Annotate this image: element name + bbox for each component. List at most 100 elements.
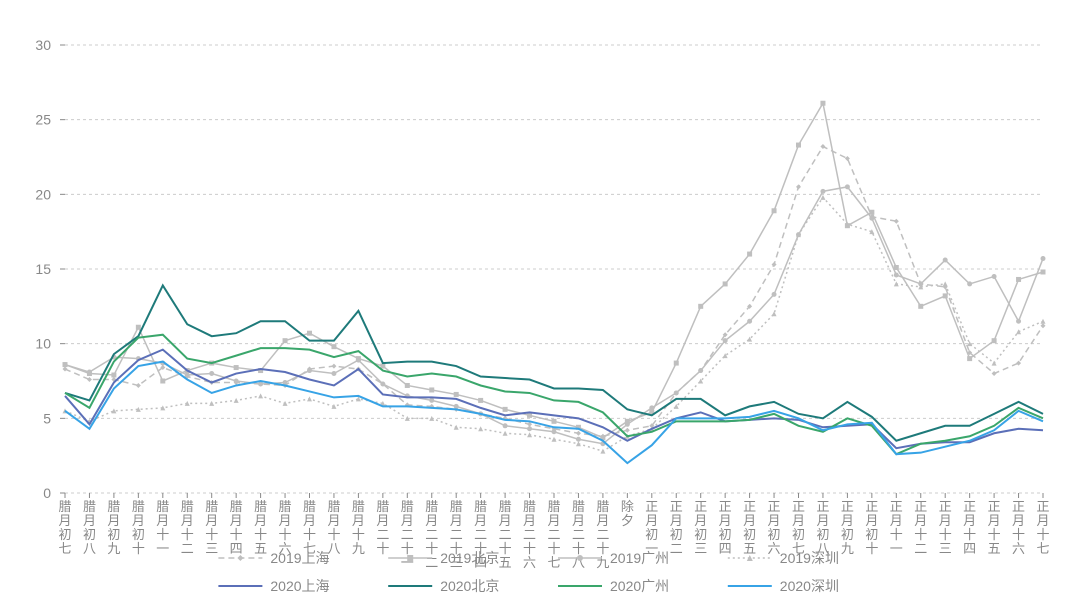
svg-text:腊: 腊 [474, 499, 487, 514]
svg-text:十: 十 [230, 527, 243, 542]
svg-text:腊: 腊 [58, 499, 71, 514]
svg-text:十: 十 [890, 527, 903, 542]
svg-text:初: 初 [645, 527, 658, 542]
svg-text:20: 20 [35, 186, 51, 202]
svg-text:正: 正 [963, 499, 976, 514]
svg-text:月: 月 [719, 513, 732, 528]
svg-text:六: 六 [523, 555, 536, 570]
svg-text:腊: 腊 [596, 499, 609, 514]
svg-text:二: 二 [450, 527, 463, 542]
svg-text:初: 初 [83, 527, 96, 542]
svg-text:腊: 腊 [352, 499, 365, 514]
svg-text:腊: 腊 [254, 499, 267, 514]
svg-text:腊: 腊 [205, 499, 218, 514]
svg-text:腊: 腊 [499, 499, 512, 514]
svg-text:腊: 腊 [181, 499, 194, 514]
svg-text:正: 正 [694, 499, 707, 514]
svg-text:九: 九 [352, 541, 365, 556]
svg-text:十: 十 [1036, 527, 1049, 542]
svg-text:十: 十 [352, 527, 365, 542]
svg-text:一: 一 [890, 541, 903, 556]
svg-text:十: 十 [401, 541, 414, 556]
svg-text:月: 月 [547, 513, 560, 528]
svg-text:月: 月 [523, 513, 536, 528]
svg-text:十: 十 [205, 527, 218, 542]
svg-text:五: 五 [499, 555, 512, 570]
svg-text:正: 正 [1012, 499, 1025, 514]
svg-text:十: 十 [303, 527, 316, 542]
svg-text:月: 月 [401, 513, 414, 528]
svg-text:2019广州: 2019广州 [610, 550, 669, 566]
svg-text:腊: 腊 [572, 499, 585, 514]
svg-text:5: 5 [43, 410, 51, 426]
svg-text:十: 十 [523, 541, 536, 556]
svg-text:腊: 腊 [327, 499, 340, 514]
svg-text:九: 九 [841, 541, 854, 556]
svg-text:正: 正 [670, 499, 683, 514]
svg-text:腊: 腊 [376, 499, 389, 514]
svg-text:月: 月 [743, 513, 756, 528]
svg-text:初: 初 [816, 527, 829, 542]
svg-text:腊: 腊 [523, 499, 536, 514]
svg-text:月: 月 [988, 513, 1001, 528]
svg-text:五: 五 [254, 541, 267, 556]
svg-text:月: 月 [645, 513, 658, 528]
svg-text:十: 十 [865, 541, 878, 556]
svg-text:腊: 腊 [401, 499, 414, 514]
svg-text:腊: 腊 [156, 499, 169, 514]
svg-text:2019北京: 2019北京 [440, 550, 499, 566]
svg-text:月: 月 [939, 513, 952, 528]
svg-text:十: 十 [156, 527, 169, 542]
svg-text:腊: 腊 [279, 499, 292, 514]
svg-text:二: 二 [181, 541, 194, 556]
svg-text:十: 十 [596, 541, 609, 556]
svg-text:月: 月 [670, 513, 683, 528]
svg-text:月: 月 [254, 513, 267, 528]
svg-text:月: 月 [1012, 513, 1025, 528]
svg-text:四: 四 [963, 541, 976, 556]
svg-text:月: 月 [1036, 513, 1049, 528]
svg-text:正: 正 [988, 499, 1001, 514]
svg-text:月: 月 [83, 513, 96, 528]
line-chart: 051015202530腊月初七腊月初八腊月初九腊月初十腊月十一腊月十二腊月十三… [0, 0, 1078, 608]
svg-text:正: 正 [939, 499, 952, 514]
svg-text:一: 一 [156, 541, 169, 556]
svg-text:七: 七 [58, 541, 71, 556]
svg-text:正: 正 [914, 499, 927, 514]
svg-text:十: 十 [254, 527, 267, 542]
svg-text:月: 月 [499, 513, 512, 528]
svg-text:二: 二 [914, 541, 927, 556]
svg-text:2020深圳: 2020深圳 [780, 578, 839, 594]
svg-text:十: 十 [132, 541, 145, 556]
svg-text:正: 正 [865, 499, 878, 514]
svg-text:月: 月 [890, 513, 903, 528]
svg-text:月: 月 [572, 513, 585, 528]
svg-text:十: 十 [988, 527, 1001, 542]
svg-text:十: 十 [425, 541, 438, 556]
svg-text:三: 三 [694, 541, 707, 556]
svg-text:2020上海: 2020上海 [270, 578, 329, 594]
svg-text:初: 初 [743, 527, 756, 542]
svg-text:十: 十 [376, 541, 389, 556]
svg-text:2020广州: 2020广州 [610, 578, 669, 594]
svg-text:正: 正 [841, 499, 854, 514]
svg-text:初: 初 [132, 527, 145, 542]
svg-text:初: 初 [792, 527, 805, 542]
svg-text:正: 正 [890, 499, 903, 514]
svg-text:十: 十 [572, 541, 585, 556]
svg-text:腊: 腊 [230, 499, 243, 514]
svg-text:月: 月 [914, 513, 927, 528]
svg-text:四: 四 [719, 541, 732, 556]
svg-text:二: 二 [376, 527, 389, 542]
svg-text:腊: 腊 [83, 499, 96, 514]
svg-text:十: 十 [914, 527, 927, 542]
svg-text:五: 五 [743, 541, 756, 556]
svg-text:八: 八 [83, 541, 96, 556]
svg-text:正: 正 [743, 499, 756, 514]
svg-text:月: 月 [376, 513, 389, 528]
svg-text:25: 25 [35, 112, 51, 128]
svg-text:正: 正 [768, 499, 781, 514]
svg-text:初: 初 [58, 527, 71, 542]
svg-text:30: 30 [35, 37, 51, 53]
svg-text:月: 月 [352, 513, 365, 528]
